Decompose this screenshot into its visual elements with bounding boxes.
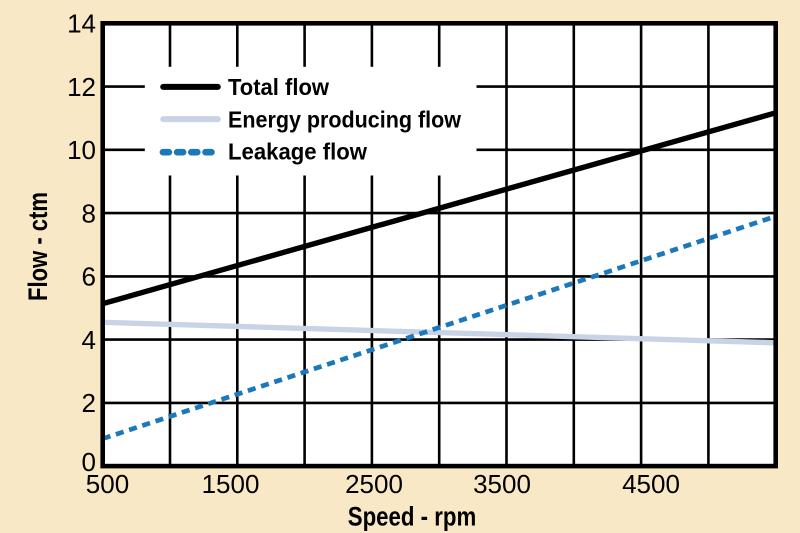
svg-text:500: 500 [86,469,129,499]
svg-text:Energy producing flow: Energy producing flow [228,106,461,132]
svg-text:0: 0 [82,447,96,477]
svg-text:2: 2 [82,388,96,418]
svg-text:1500: 1500 [202,469,260,499]
svg-text:10: 10 [67,135,96,165]
svg-text:Total flow: Total flow [228,74,329,100]
svg-text:2500: 2500 [345,469,403,499]
svg-text:4: 4 [82,325,96,355]
svg-text:Speed - rpm: Speed - rpm [348,502,477,532]
svg-text:8: 8 [82,198,96,228]
svg-text:3500: 3500 [473,469,531,499]
svg-text:14: 14 [67,9,96,39]
svg-text:6: 6 [82,262,96,292]
svg-text:4500: 4500 [622,469,680,499]
svg-text:Leakage flow: Leakage flow [228,139,367,165]
svg-text:Flow - ctm: Flow - ctm [23,192,53,301]
svg-text:12: 12 [67,72,96,102]
